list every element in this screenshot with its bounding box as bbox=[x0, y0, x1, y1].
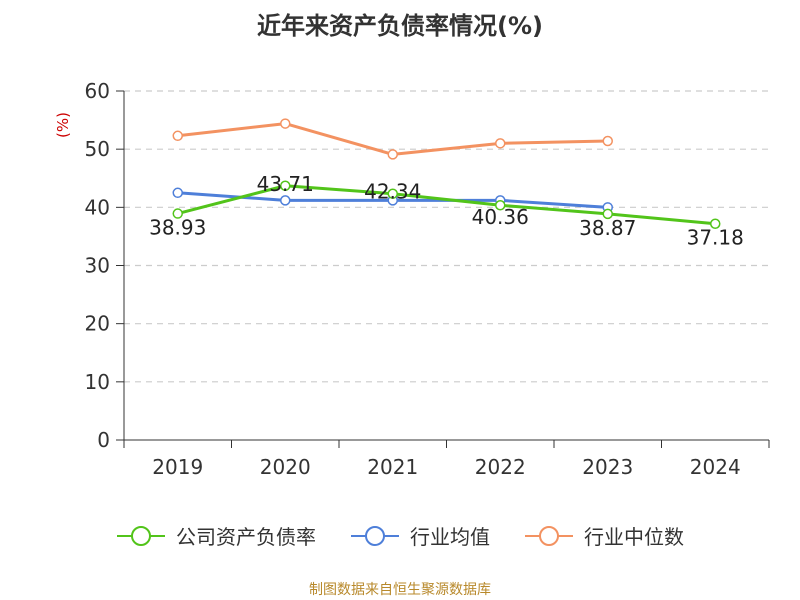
axes bbox=[116, 90, 770, 448]
data-label: 37.18 bbox=[687, 226, 744, 250]
legend-swatch bbox=[351, 525, 399, 546]
legend: 公司资产负债率 行业均值 行业中位数 bbox=[0, 521, 800, 550]
data-point bbox=[602, 135, 613, 147]
y-tick-label: 60 bbox=[85, 79, 110, 103]
legend-swatch bbox=[117, 525, 165, 546]
series-2 bbox=[172, 118, 613, 160]
data-point bbox=[387, 188, 398, 199]
series-group: 38.93 43.71 42.34 40.36 38.87 37.18 bbox=[149, 118, 744, 250]
series-0 bbox=[172, 180, 721, 229]
data-point bbox=[495, 199, 506, 211]
data-label: 38.93 bbox=[149, 216, 206, 240]
x-tick-label: 2022 bbox=[475, 455, 526, 479]
legend-item[interactable]: 行业均值 bbox=[350, 521, 490, 550]
tick-labels: 0 10 20 30 40 50 60 2019 2020 2021 2022 2023 2024 bbox=[85, 79, 741, 479]
data-label: 42.34 bbox=[364, 180, 421, 204]
data-label: 43.71 bbox=[257, 172, 314, 196]
legend-item[interactable]: 行业中位数 bbox=[524, 521, 684, 550]
data-point bbox=[280, 118, 291, 129]
data-label: 38.87 bbox=[579, 216, 636, 240]
y-tick-label: 10 bbox=[85, 370, 110, 394]
legend-label: 行业中位数 bbox=[584, 525, 684, 549]
y-tick-label: 40 bbox=[85, 195, 110, 219]
data-point bbox=[602, 208, 613, 220]
data-label: 40.36 bbox=[472, 205, 529, 229]
data-point bbox=[172, 130, 183, 142]
legend-label: 公司资产负债率 bbox=[176, 525, 316, 549]
legend-label: 行业均值 bbox=[410, 525, 490, 549]
data-point bbox=[387, 149, 398, 160]
data-point bbox=[172, 187, 183, 199]
chart-title: 近年来资产负债率情况(%) bbox=[257, 12, 543, 40]
y-axis-label: (%) bbox=[54, 112, 72, 138]
series-line bbox=[177, 184, 716, 226]
x-tick-label: 2021 bbox=[367, 455, 418, 479]
data-point bbox=[710, 218, 721, 229]
x-tick-label: 2019 bbox=[152, 455, 203, 479]
x-tick-label: 2024 bbox=[690, 455, 741, 479]
data-point bbox=[280, 195, 291, 206]
source-note: 制图数据来自恒生聚源数据库 bbox=[309, 582, 491, 598]
x-tick-label: 2020 bbox=[260, 455, 311, 479]
data-point bbox=[172, 208, 183, 219]
data-point bbox=[495, 138, 506, 149]
x-tick-label: 2023 bbox=[582, 455, 633, 479]
y-tick-label: 0 bbox=[97, 428, 110, 452]
legend-item[interactable]: 公司资产负债率 bbox=[116, 521, 316, 550]
y-tick-label: 50 bbox=[85, 137, 110, 161]
data-point bbox=[280, 180, 291, 192]
legend-swatch bbox=[525, 525, 573, 546]
y-tick-label: 20 bbox=[85, 312, 110, 336]
y-tick-label: 30 bbox=[85, 254, 110, 278]
grid-lines bbox=[124, 90, 769, 383]
